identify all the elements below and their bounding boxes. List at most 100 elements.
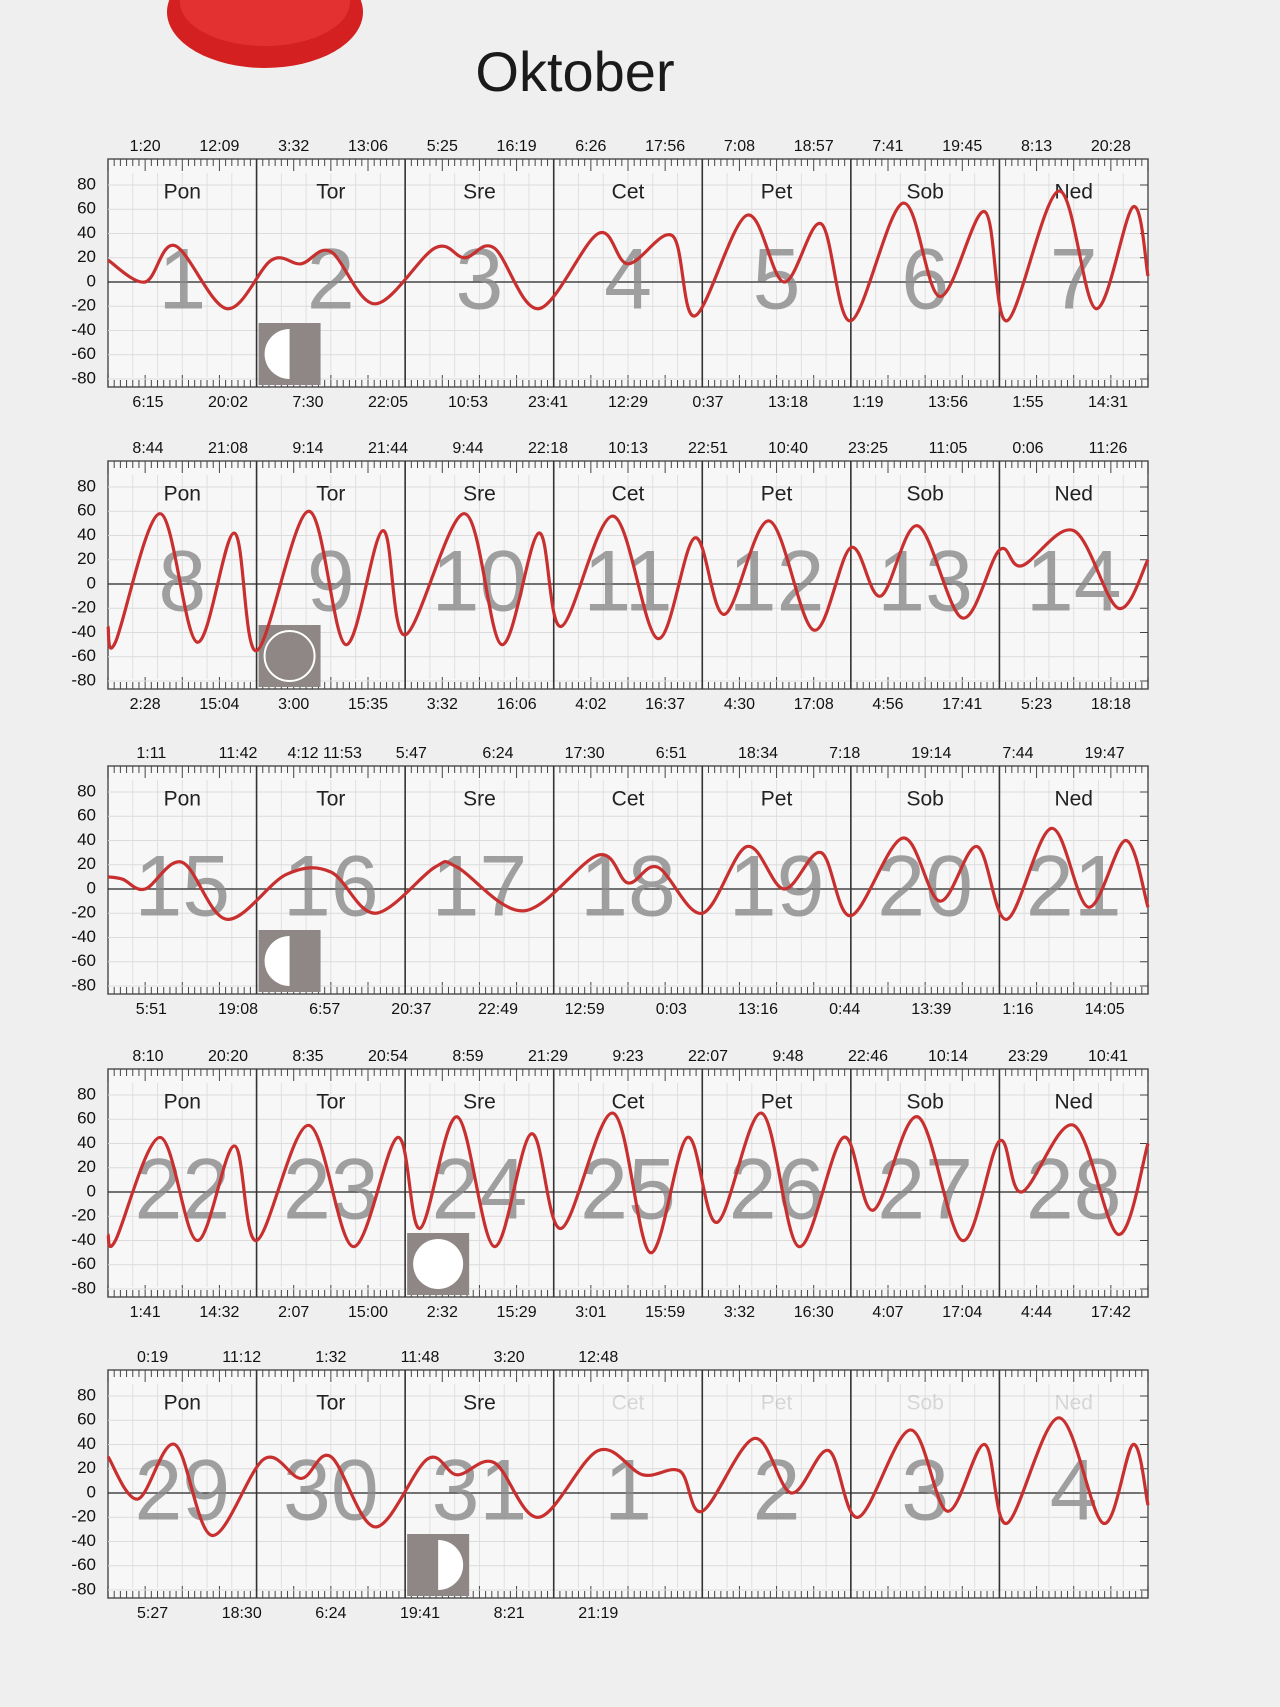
low-time: 15:35 <box>348 696 388 713</box>
high-time: 13:06 <box>348 138 388 155</box>
high-time: 9:14 <box>292 440 323 457</box>
day-name: Pon <box>164 788 201 811</box>
high-time: 10:14 <box>928 1048 968 1065</box>
high-time: 12:48 <box>578 1349 618 1366</box>
high-time: 17:30 <box>565 745 605 762</box>
y-tick-label: -40 <box>71 1230 96 1249</box>
tide-curve <box>106 1111 1150 1255</box>
low-time: 23:41 <box>528 394 568 411</box>
low-time: 17:42 <box>1091 1304 1131 1321</box>
moon <box>264 329 290 379</box>
low-time: 13:18 <box>768 394 808 411</box>
day-name: Cet <box>612 1091 645 1114</box>
high-time: 6:51 <box>656 745 687 762</box>
low-time: 16:37 <box>645 696 685 713</box>
low-time: 13:16 <box>738 1001 778 1018</box>
low-time: 15:04 <box>199 696 239 713</box>
low-time: 15:29 <box>497 1304 537 1321</box>
low-time: 10:53 <box>448 394 488 411</box>
y-tick-label: 40 <box>77 1133 96 1152</box>
high-time: 17:56 <box>645 138 685 155</box>
y-tick-label: 60 <box>77 501 96 520</box>
high-time: 22:18 <box>528 440 568 457</box>
high-time: 9:44 <box>452 440 483 457</box>
day-number: 1 <box>604 1443 652 1539</box>
low-time: 3:32 <box>724 1304 755 1321</box>
high-time: 12:09 <box>199 138 239 155</box>
low-time: 22:05 <box>368 394 408 411</box>
day-name: Sob <box>906 788 943 811</box>
high-time: 3:32 <box>278 138 309 155</box>
tide-curve <box>106 509 1150 653</box>
high-time: 11:42 <box>219 745 258 762</box>
high-time: 8:13 <box>1021 138 1052 155</box>
high-time: 11:48 <box>401 1349 440 1366</box>
y-tick-label: 80 <box>77 1385 96 1404</box>
high-time: 4:12 11:53 <box>287 745 362 762</box>
y-tick-label: -20 <box>71 1507 96 1526</box>
month-title: Oktober <box>475 40 674 103</box>
day-number: 6 <box>901 232 949 328</box>
low-time: 20:02 <box>208 394 248 411</box>
day-name: Pon <box>164 1392 201 1415</box>
low-time: 3:32 <box>427 696 458 713</box>
low-time: 12:59 <box>565 1001 605 1018</box>
low-time: 4:02 <box>575 696 606 713</box>
low-time: 1:41 <box>130 1304 161 1321</box>
day-name: Ned <box>1054 483 1093 506</box>
low-time: 14:32 <box>199 1304 239 1321</box>
day-name: Tor <box>316 1392 345 1415</box>
high-time: 10:13 <box>608 440 648 457</box>
high-time: 11:12 <box>222 1349 261 1366</box>
y-tick-label: -80 <box>71 975 96 994</box>
y-tick-label: -80 <box>71 1579 96 1598</box>
high-time: 22:51 <box>688 440 728 457</box>
high-time: 10:41 <box>1088 1048 1128 1065</box>
high-time: 21:44 <box>368 440 408 457</box>
y-tick-label: 0 <box>87 271 96 290</box>
high-time: 19:45 <box>942 138 982 155</box>
day-name: Ned <box>1054 788 1093 811</box>
low-time: 21:19 <box>578 1605 618 1622</box>
y-tick-label: 20 <box>77 1157 96 1176</box>
y-tick-label: -20 <box>71 598 96 617</box>
high-time: 22:07 <box>688 1048 728 1065</box>
low-time: 7:30 <box>292 394 323 411</box>
low-time: 16:30 <box>794 1304 834 1321</box>
y-tick-label: 80 <box>77 1084 96 1103</box>
day-number: 5 <box>753 232 801 328</box>
day-number: 31 <box>432 1443 528 1539</box>
low-time: 16:06 <box>497 696 537 713</box>
high-time: 21:08 <box>208 440 248 457</box>
day-name: Pet <box>761 181 793 204</box>
day-name: Pet <box>761 1091 793 1114</box>
week-chart: -80-60-40-2002040608022Pon23Tor24Sre25Ce… <box>71 1068 1149 1298</box>
day-name: Ned <box>1054 1091 1093 1114</box>
high-time: 18:57 <box>794 138 834 155</box>
week-chart: -80-60-40-2002040608015Pon16Tor17Sre18Ce… <box>71 765 1149 995</box>
y-tick-label: 60 <box>77 806 96 825</box>
low-time: 17:08 <box>794 696 834 713</box>
high-time: 1:20 <box>130 138 161 155</box>
high-time: 11:26 <box>1089 440 1128 457</box>
high-time: 19:14 <box>911 745 951 762</box>
day-name: Tor <box>316 181 345 204</box>
day-name: Tor <box>316 483 345 506</box>
day-number: 7 <box>1050 232 1098 328</box>
high-time: 8:10 <box>132 1048 163 1065</box>
day-name: Cet <box>612 1392 645 1415</box>
day-number: 24 <box>432 1142 528 1238</box>
y-tick-label: 40 <box>77 1434 96 1453</box>
y-tick-label: 40 <box>77 223 96 242</box>
y-tick-label: -40 <box>71 320 96 339</box>
y-tick-label: 0 <box>87 1482 96 1501</box>
low-time: 17:04 <box>942 1304 982 1321</box>
low-time: 18:18 <box>1091 696 1131 713</box>
day-number: 16 <box>283 839 379 935</box>
day-name: Pet <box>761 1392 793 1415</box>
low-time: 14:31 <box>1088 394 1128 411</box>
high-time: 3:20 <box>494 1349 525 1366</box>
high-time: 5:25 <box>427 138 458 155</box>
high-time: 1:32 <box>315 1349 346 1366</box>
low-time: 20:37 <box>391 1001 431 1018</box>
